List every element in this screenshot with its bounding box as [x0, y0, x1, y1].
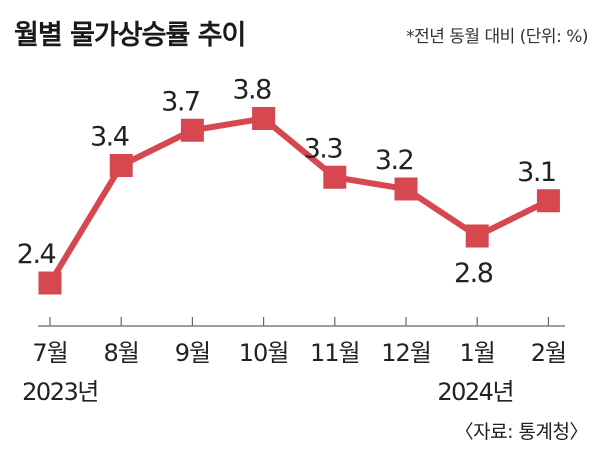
data-point-marker — [180, 118, 204, 142]
x-axis — [38, 317, 565, 327]
data-point-marker — [38, 271, 62, 295]
data-label: 2.8 — [454, 258, 493, 289]
data-point-marker — [109, 154, 133, 177]
x-tick-label: 12월 — [381, 339, 431, 367]
x-tick-label: 8월 — [104, 339, 139, 367]
data-point-marker — [465, 224, 489, 248]
x-tick-label: 11월 — [310, 339, 360, 367]
series-line — [47, 115, 552, 286]
x-tick-label: 9월 — [175, 339, 210, 367]
x-tick-label: 7월 — [32, 339, 67, 367]
data-labels: 2.4 3.4 3.7 3.8 3.3 3.2 2.8 3.1 — [17, 75, 557, 290]
data-label: 3.8 — [232, 75, 271, 106]
data-point-marker — [323, 165, 347, 189]
x-tick-label: 1월 — [460, 339, 495, 367]
x-tick-labels: 7월 8월 9월 10월 11월 12월 1월 2월 — [32, 339, 567, 367]
year-label: 2024년 — [437, 378, 513, 406]
data-label: 3.1 — [517, 157, 555, 188]
data-label: 2.4 — [17, 239, 56, 270]
data-markers — [38, 107, 560, 295]
x-tick-label: 10월 — [239, 339, 289, 367]
year-labels: 2023년 2024년 — [22, 378, 514, 406]
chart-title: 월별 물가상승률 추이 — [14, 20, 245, 51]
x-tick-label: 2월 — [531, 339, 566, 367]
data-label: 3.4 — [90, 122, 129, 153]
data-point-marker — [536, 189, 560, 213]
year-label: 2023년 — [22, 378, 98, 406]
data-label: 3.7 — [161, 86, 199, 117]
series-line-layer — [47, 115, 552, 286]
data-label: 3.3 — [304, 133, 343, 164]
data-point-marker — [252, 107, 276, 130]
data-point-marker — [394, 177, 418, 201]
unit-note: *전년 동월 대비 (단위: %) — [406, 27, 588, 47]
data-label: 3.2 — [375, 145, 413, 176]
source-note: 〈자료: 통계청〉 — [455, 421, 588, 443]
